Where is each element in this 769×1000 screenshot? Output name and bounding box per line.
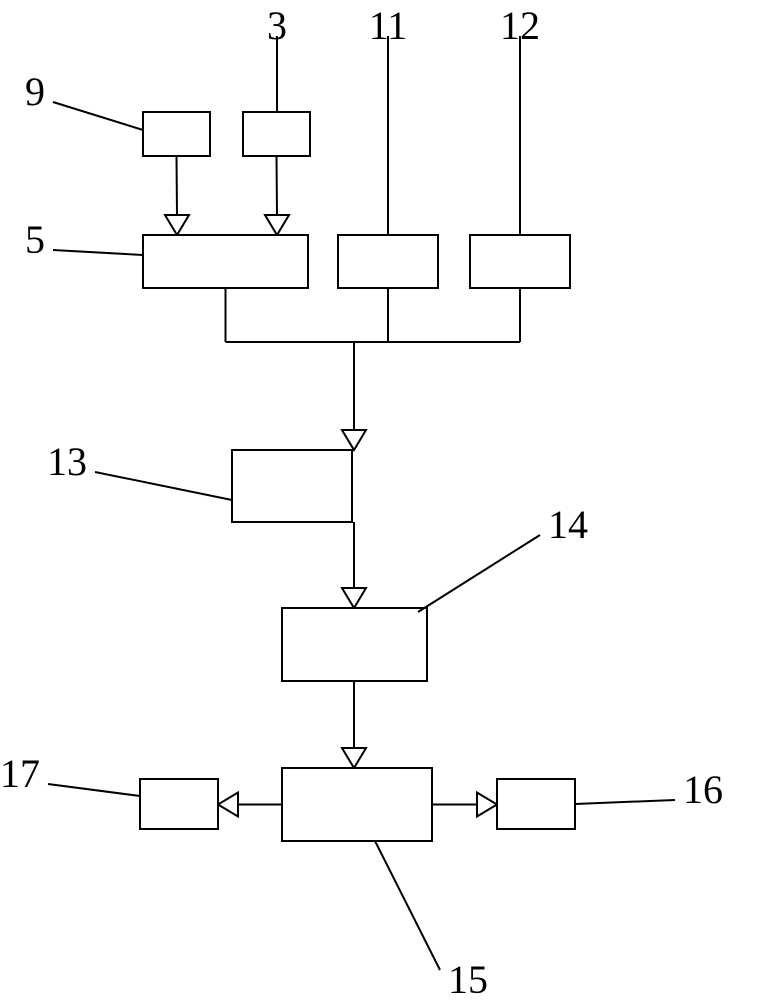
node-b3 [243, 112, 310, 156]
label-l14: 14 [548, 502, 588, 547]
node-b9 [143, 112, 210, 156]
node-b17 [140, 779, 218, 829]
node-b12 [470, 235, 570, 288]
label-l16: 16 [683, 767, 723, 812]
node-b11 [338, 235, 438, 288]
node-b16 [497, 779, 575, 829]
label-l11: 11 [369, 3, 408, 48]
label-l5: 5 [25, 217, 45, 262]
node-b15 [282, 768, 432, 841]
label-l13: 13 [47, 439, 87, 484]
node-b5 [143, 235, 308, 288]
node-b13 [232, 450, 352, 522]
label-l15: 15 [448, 957, 488, 1000]
node-b14 [282, 608, 427, 681]
label-l12: 12 [500, 3, 540, 48]
label-l17: 17 [0, 751, 40, 796]
label-l9: 9 [25, 69, 45, 114]
label-l3: 3 [267, 3, 287, 48]
